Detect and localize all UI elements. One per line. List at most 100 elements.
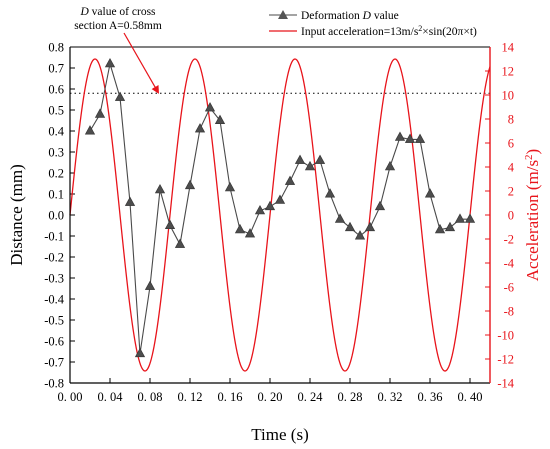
legend-deformation-label: Deformation D value: [301, 10, 399, 22]
deformation-point: [134, 347, 146, 358]
deformation-point: [364, 221, 376, 232]
left-tick-label: -0.8: [44, 377, 64, 391]
deformation-point: [104, 57, 116, 68]
deformation-point: [174, 238, 186, 248]
right-axis-title: Acceleration (m/s2): [523, 149, 542, 281]
right-tick-label: -12: [497, 353, 514, 367]
x-tick-label: 0. 40: [458, 390, 483, 404]
legend-acceleration-label: Input acceleration=13m/s2×sin(20π×t): [301, 24, 477, 39]
deformation-point: [374, 200, 386, 211]
deformation-point: [224, 181, 236, 192]
right-tick-label: 14: [502, 41, 515, 55]
left-tick-label: -0.2: [44, 251, 64, 265]
deformation-point: [304, 160, 316, 171]
left-tick-label: 0.1: [48, 188, 64, 202]
x-tick-label: 0. 32: [378, 390, 403, 404]
deformation-point: [84, 125, 96, 135]
right-tick-label: -6: [504, 281, 514, 295]
deformation-series-line: [89, 63, 470, 354]
deformation-point: [284, 175, 296, 185]
legend: Deformation D value Input acceleration=1…: [269, 10, 477, 38]
deformation-point: [314, 154, 326, 164]
deformation-point: [274, 194, 286, 204]
deformation-point: [204, 102, 216, 112]
x-axis-ticks: 0. 00 0. 04 0. 08 0. 12 0. 16 0. 20 0. 24 0. 28…: [58, 378, 483, 404]
right-tick-label: 0: [508, 209, 514, 223]
deformation-point: [434, 223, 446, 234]
deformation-point: [244, 228, 256, 238]
deformation-point: [194, 123, 206, 133]
right-tick-label: 2: [508, 185, 514, 199]
left-tick-label: -0.6: [44, 335, 64, 349]
x-axis-title: Time (s): [251, 425, 308, 444]
right-tick-label: -14: [497, 377, 514, 391]
deformation-point: [454, 213, 466, 223]
deformation-point: [214, 114, 226, 124]
deformation-point: [294, 154, 306, 164]
x-tick-label: 0. 12: [178, 390, 203, 404]
deformation-point: [344, 221, 356, 232]
x-tick-label: 0. 28: [338, 390, 363, 404]
left-tick-label: 0.6: [48, 83, 64, 97]
left-axis-ticks: -0.8 -0.7 -0.6 -0.5 -0.4 -0.3 -0.2 -0.1 0.0 0.1 0.…: [44, 41, 75, 391]
deformation-point: [464, 213, 476, 223]
right-tick-label: 6: [508, 137, 514, 151]
annotation: D value of cross section A=0.58mm: [74, 6, 162, 94]
right-tick-label: -8: [504, 305, 514, 319]
deformation-point: [354, 230, 366, 240]
deformation-point: [164, 219, 176, 229]
left-tick-label: -0.1: [44, 230, 64, 244]
left-tick-label: -0.4: [44, 293, 65, 307]
right-tick-label: 12: [502, 65, 515, 79]
deformation-point: [424, 188, 436, 198]
deformation-point: [254, 204, 266, 215]
deformation-markers: [84, 57, 476, 358]
left-tick-label: 0.5: [48, 104, 64, 118]
right-tick-label: 4: [508, 161, 515, 175]
left-tick-label: 0.7: [48, 62, 64, 76]
left-tick-label: 0.3: [48, 146, 64, 160]
left-tick-label: 0.0: [48, 209, 64, 223]
deformation-point: [154, 183, 166, 194]
deformation-point: [444, 221, 456, 232]
x-tick-label: 0. 36: [418, 390, 443, 404]
x-tick-label: 0. 20: [258, 390, 283, 404]
deformation-point: [324, 188, 336, 198]
deformation-point: [184, 179, 196, 190]
left-tick-label: -0.7: [44, 356, 64, 370]
deformation-point: [234, 223, 246, 234]
annotation-arrow: [123, 32, 159, 94]
x-tick-label: 0. 04: [98, 390, 124, 404]
deformation-point: [404, 133, 416, 143]
deformation-point: [384, 160, 396, 171]
left-tick-label: 0.2: [48, 167, 64, 181]
right-axis-ticks: -14 -12 -10 -8 -6 -4 -2 0 2 4 6 8 10 12 14: [485, 41, 515, 391]
right-tick-label: -2: [504, 233, 514, 247]
right-tick-label: 8: [508, 113, 514, 127]
left-tick-label: -0.3: [44, 272, 64, 286]
right-tick-label: 10: [502, 89, 515, 103]
x-tick-label: 0. 16: [218, 390, 243, 404]
left-tick-label: -0.5: [44, 314, 64, 328]
left-axis-title: Distance (mm): [7, 164, 26, 266]
legend-triangle-icon: [278, 10, 288, 19]
right-tick-label: -10: [497, 329, 514, 343]
deformation-point: [394, 131, 406, 141]
right-tick-label: -4: [504, 257, 515, 271]
annotation-line-2: section A=0.58mm: [74, 20, 162, 32]
deformation-point: [94, 108, 106, 118]
deformation-point: [264, 200, 276, 211]
deformation-point: [124, 196, 136, 206]
x-tick-label: 0. 08: [138, 390, 163, 404]
acceleration-series-line: [69, 58, 491, 372]
deformation-point: [114, 91, 126, 101]
deformation-point: [334, 213, 346, 223]
left-tick-label: 0.4: [48, 125, 64, 139]
x-tick-label: 0. 00: [58, 390, 83, 404]
left-tick-label: 0.8: [48, 41, 64, 55]
deformation-point: [144, 280, 156, 290]
deformation-point: [414, 133, 426, 143]
annotation-line-1: D value of cross: [79, 6, 156, 18]
x-tick-label: 0. 24: [298, 390, 324, 404]
